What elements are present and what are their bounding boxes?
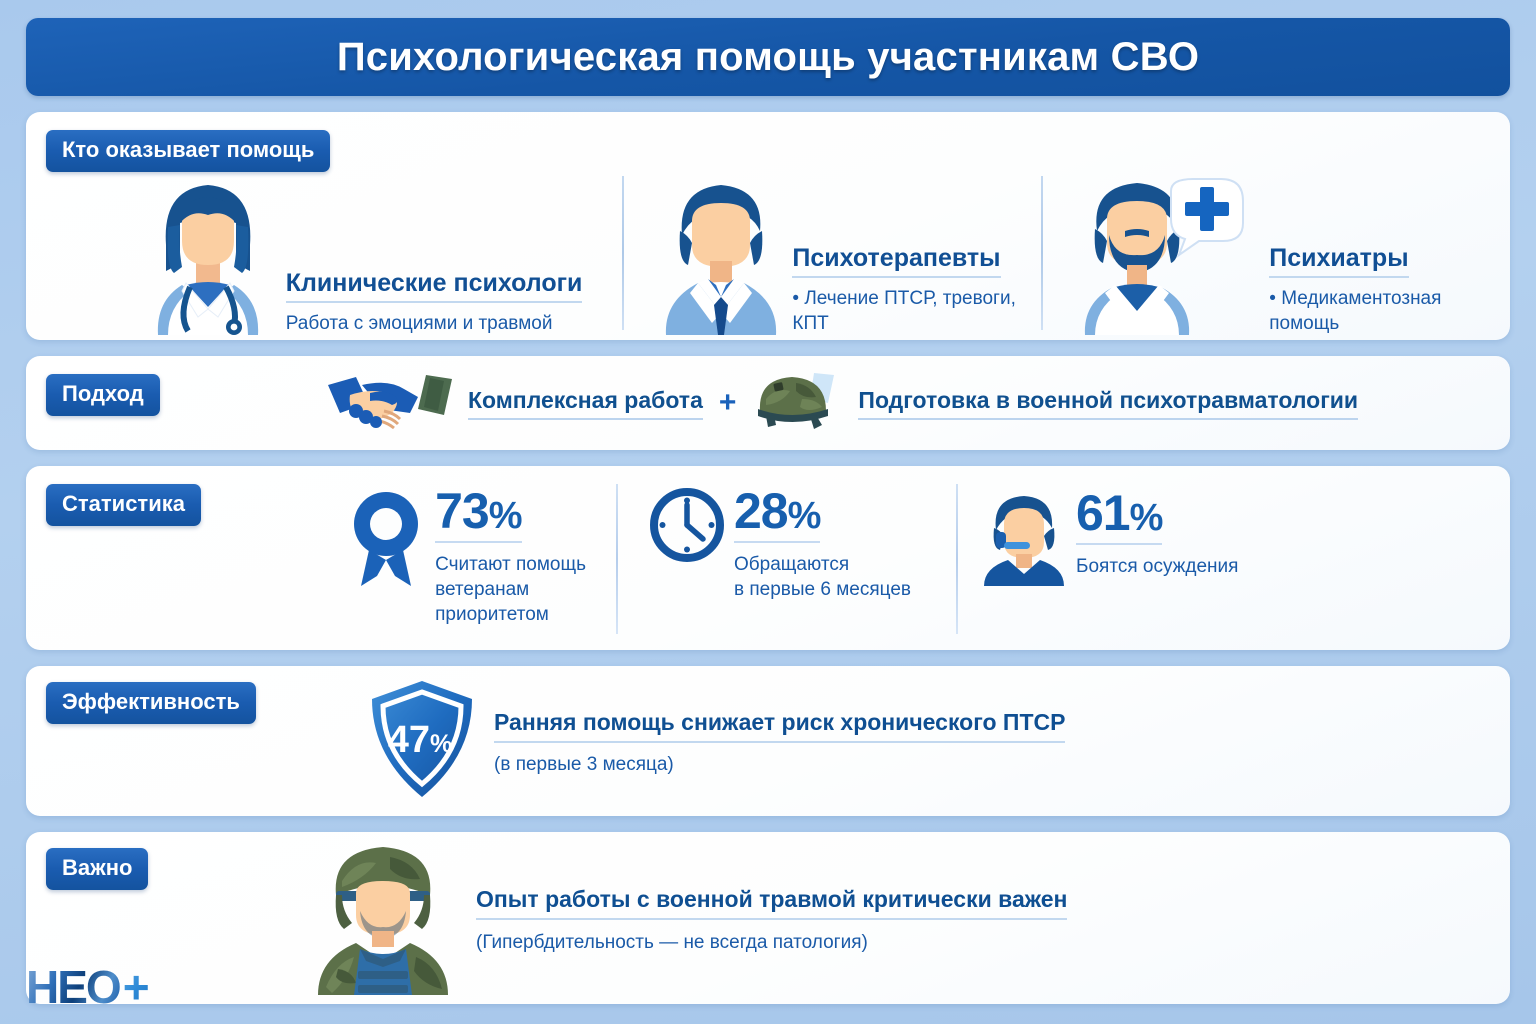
female-psychologist-avatar-icon — [138, 167, 278, 340]
specialist-text-block: Психиатры • Медикаментозная помощь — [1261, 245, 1510, 340]
clock-icon — [650, 488, 724, 567]
brand-logo-plus-icon: + — [122, 961, 150, 1013]
bearded-psychiatrist-avatar-icon — [1075, 173, 1261, 340]
specialist-title: Клинические психологи — [285, 269, 583, 303]
specialist-description: • Лечение ПТСР, тревоги, КПТ — [792, 287, 1041, 336]
brand-logo-word: НЕО — [26, 961, 122, 1013]
stat-text-block: 28% Обращаются в первые 6 месяцев — [724, 486, 911, 602]
effectiveness-note: (в первые 3 месяца) — [494, 753, 674, 775]
person-headset-icon — [980, 490, 1066, 591]
section-label-specialists: Кто оказывает помощь — [46, 130, 331, 172]
stat-caption: Обращаются в первые 6 месяцев — [734, 553, 911, 600]
military-helmet-icon — [752, 369, 844, 438]
stat-value: 73% — [435, 486, 523, 543]
approach-item-1-label: Комплексная работа — [468, 387, 703, 420]
specialist-text-block: Клинические психологи Работа с эмоциями … — [278, 269, 583, 340]
stat-value: 61% — [1076, 488, 1164, 545]
stat-caption: Считают помощь ветеранам приоритетом — [435, 553, 586, 625]
bullet-icon: • — [1269, 288, 1276, 310]
stat-unit: % — [787, 495, 822, 537]
section-label-effectiveness: Эффективность — [46, 682, 256, 724]
specialist-description: • Медикаментозная помощь — [1269, 287, 1510, 336]
stat-value: 28% — [734, 486, 822, 543]
specialist-description: Работа с эмоциями и травмой — [285, 312, 553, 334]
plus-sign-icon: + — [718, 386, 737, 419]
section-specialists: Кто оказывает помощь — [26, 112, 1510, 340]
specialist-title: Психотерапевты — [792, 245, 1001, 279]
stat-item-fear-of-judgement: 61% Боятся осуждения — [956, 480, 1306, 638]
stat-item-first-six-months: 28% Обращаются в первые 6 месяцев — [616, 480, 956, 638]
specialist-card-psychiatrists: Психиатры • Медикаментозная помощь — [1041, 162, 1510, 340]
shield-icon: 47% — [366, 678, 478, 805]
page-header: Психологическая помощь участникам СВО — [26, 18, 1510, 96]
specialist-card-psychotherapists: Психотерапевты • Лечение ПТСР, тревоги, … — [622, 162, 1041, 340]
section-label-important: Важно — [46, 848, 149, 890]
effectiveness-row: 47% Ранняя помощь снижает риск хроническ… — [26, 666, 1510, 816]
stat-number: 61 — [1076, 485, 1131, 541]
specialist-title: Психиатры — [1269, 245, 1409, 279]
important-headline: Опыт работы с военной травмой критически… — [476, 886, 1068, 920]
stat-unit: % — [488, 495, 523, 537]
approach-row: Комплексная работа + — [26, 356, 1510, 450]
bullet-icon: • — [792, 288, 800, 310]
section-label-approach: Подход — [46, 374, 160, 416]
approach-item-2-label: Подготовка в военной психотравматологии — [858, 387, 1359, 420]
stat-caption: Боятся осуждения — [1076, 555, 1239, 577]
male-psychotherapist-avatar-icon — [658, 173, 784, 340]
stat-number: 28 — [734, 483, 789, 539]
section-important: Важно — [26, 832, 1510, 1004]
soldier-helmet-vest-icon — [308, 837, 458, 1000]
page-title: Психологическая помощь участникам СВО — [336, 34, 1200, 79]
stat-text-block: 61% Боятся осуждения — [1066, 488, 1239, 579]
specialist-description-text: Лечение ПТСР, тревоги, КПТ — [792, 288, 1016, 334]
section-statistics: Статистика 73% Считают помощь вете — [26, 466, 1510, 650]
stat-text-block: 73% Считают помощь ветеранам приоритетом — [425, 486, 586, 627]
important-row: Опыт работы с военной травмой критически… — [26, 832, 1510, 1004]
medical-cross-icon — [1185, 187, 1230, 231]
stat-number: 73 — [435, 483, 490, 539]
stat-item-priority: 73% Считают помощь ветеранам приоритетом — [26, 480, 616, 638]
section-label-statistics: Статистика — [46, 484, 201, 526]
specialists-row: Клинические психологи Работа с эмоциями … — [26, 112, 1510, 340]
effectiveness-text-block: Ранняя помощь снижает риск хронического … — [494, 707, 1066, 776]
section-effectiveness: Эффективность 47% Ранн — [26, 666, 1510, 816]
specialist-card-clinical-psychologists: Клинические психологи Работа с эмоциями … — [26, 162, 622, 340]
section-approach: Подход — [26, 356, 1510, 450]
award-ribbon-icon — [347, 488, 425, 593]
specialist-description-text: Медикаментозная помощь — [1269, 288, 1442, 334]
handshake-icon — [326, 369, 454, 438]
effectiveness-headline: Ранняя помощь снижает риск хронического … — [494, 709, 1066, 743]
specialist-text-block: Психотерапевты • Лечение ПТСР, тревоги, … — [784, 245, 1041, 340]
statistics-row: 73% Считают помощь ветеранам приоритетом — [26, 466, 1510, 650]
stat-unit: % — [1129, 497, 1164, 539]
important-note: (Гипербдительность — не всегда патология… — [476, 932, 868, 953]
important-text-block: Опыт работы с военной травмой критически… — [476, 882, 1068, 954]
brand-logo: НЕО + — [26, 961, 150, 1013]
